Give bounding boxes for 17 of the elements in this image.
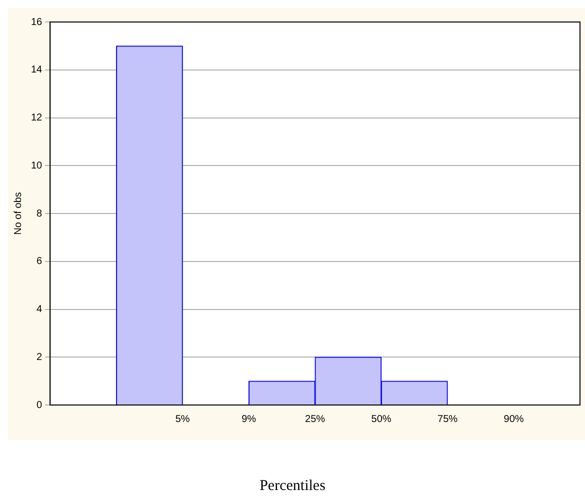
y-tick-label: 10 bbox=[31, 160, 43, 172]
y-tick-label: 12 bbox=[31, 112, 43, 124]
x-axis-title: Percentiles bbox=[258, 478, 326, 495]
x-tick-label: 75% bbox=[438, 414, 458, 425]
y-tick-label: 8 bbox=[36, 208, 43, 220]
y-tick-label: 4 bbox=[36, 304, 43, 315]
x-tick-label: 9% bbox=[242, 414, 256, 425]
y-tick-label: 0 bbox=[36, 400, 43, 411]
y-tick-label: 6 bbox=[36, 256, 43, 268]
y-tick-label: 2 bbox=[36, 352, 43, 363]
x-tick-label: 5% bbox=[175, 414, 190, 425]
y-tick-label: 16 bbox=[31, 16, 43, 28]
y-axis-title: No of obs bbox=[12, 192, 24, 235]
x-tick-label: 50% bbox=[371, 414, 392, 425]
x-tick-label: 25% bbox=[305, 414, 326, 425]
y-tick-label: 14 bbox=[31, 64, 43, 76]
x-tick-label: 90% bbox=[504, 414, 524, 425]
